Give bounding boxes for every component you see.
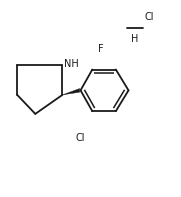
Text: Cl: Cl [145,12,154,22]
Text: Cl: Cl [76,133,85,143]
Text: NH: NH [64,59,79,69]
Text: H: H [131,34,138,44]
Polygon shape [62,88,80,95]
Text: F: F [98,44,103,54]
